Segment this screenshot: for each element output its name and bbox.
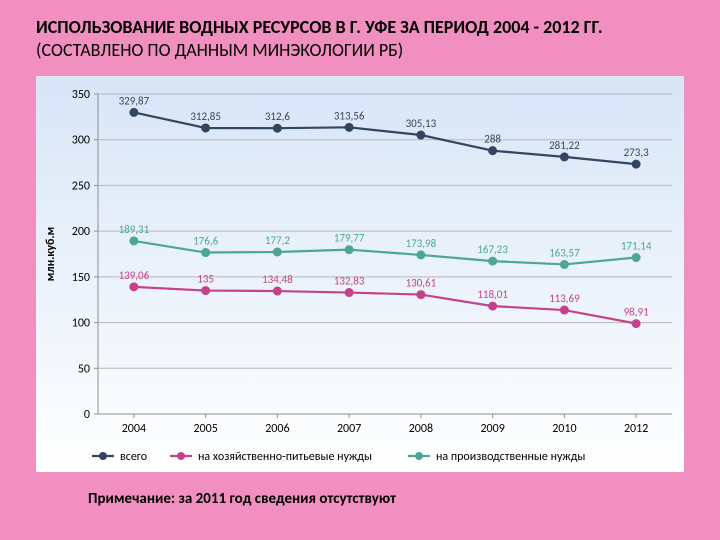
svg-text:150: 150 <box>72 271 90 285</box>
chart-svg: 0 50 100 150 200 250 300 350 2004 2005 2006 2007 200… <box>36 76 684 472</box>
line-chart: 0 50 100 150 200 250 300 350 2004 2005 2006 2007 200… <box>36 76 684 472</box>
svg-text:2010: 2010 <box>552 422 576 436</box>
svg-text:2012: 2012 <box>624 422 648 436</box>
svg-text:171,14: 171,14 <box>621 240 652 253</box>
svg-text:250: 250 <box>72 179 90 193</box>
svg-text:132,83: 132,83 <box>334 275 365 288</box>
svg-text:312,85: 312,85 <box>190 110 221 123</box>
svg-text:281,22: 281,22 <box>549 139 580 152</box>
svg-text:2007: 2007 <box>337 422 361 436</box>
svg-text:173,98: 173,98 <box>406 237 437 250</box>
svg-text:163,57: 163,57 <box>549 246 580 259</box>
svg-text:305,13: 305,13 <box>406 117 437 130</box>
svg-text:2008: 2008 <box>409 422 433 436</box>
svg-text:312,6: 312,6 <box>265 110 290 123</box>
svg-text:130,61: 130,61 <box>406 277 437 290</box>
svg-text:350: 350 <box>72 88 90 102</box>
svg-text:0: 0 <box>84 408 90 422</box>
svg-text:2006: 2006 <box>265 422 289 436</box>
svg-text:2009: 2009 <box>480 422 504 436</box>
svg-text:273,3: 273,3 <box>624 146 649 159</box>
svg-text:50: 50 <box>78 362 90 376</box>
svg-text:189,31: 189,31 <box>119 223 150 236</box>
svg-text:300: 300 <box>72 134 90 148</box>
svg-text:313,56: 313,56 <box>334 109 365 122</box>
svg-text:167,23: 167,23 <box>477 243 508 256</box>
svg-text:2004: 2004 <box>122 422 146 436</box>
svg-text:176,6: 176,6 <box>193 235 218 248</box>
title-bold: ИСПОЛЬЗОВАНИЕ ВОДНЫХ РЕСУРСОВ В Г. УФЕ З… <box>36 16 603 38</box>
svg-text:177,2: 177,2 <box>265 234 290 247</box>
svg-text:на производственные нужды: на производственные нужды <box>436 450 585 464</box>
svg-text:200: 200 <box>72 225 90 239</box>
svg-text:288: 288 <box>484 133 501 146</box>
svg-text:118,01: 118,01 <box>477 288 508 301</box>
svg-text:134,48: 134,48 <box>262 273 293 286</box>
svg-text:всего: всего <box>120 450 147 464</box>
slide: ИСПОЛЬЗОВАНИЕ ВОДНЫХ РЕСУРСОВ В Г. УФЕ З… <box>0 0 720 540</box>
svg-text:135: 135 <box>197 273 214 286</box>
svg-text:100: 100 <box>72 317 90 331</box>
svg-text:98,91: 98,91 <box>624 306 649 319</box>
svg-text:179,77: 179,77 <box>334 232 365 245</box>
svg-text:139,06: 139,06 <box>119 269 150 282</box>
svg-text:млн.куб.м: млн.куб.м <box>44 227 58 281</box>
svg-text:на хозяйственно-питьевые нужды: на хозяйственно-питьевые нужды <box>198 450 372 464</box>
svg-text:113,69: 113,69 <box>549 292 580 305</box>
title-light: (СОСТАВЛЕНО ПО ДАННЫМ МИНЭКОЛОГИИ РБ) <box>36 39 403 61</box>
svg-text:329,87: 329,87 <box>119 94 150 107</box>
svg-text:2005: 2005 <box>193 422 217 436</box>
footnote: Примечание: за 2011 год сведения отсутст… <box>88 490 396 508</box>
slide-title: ИСПОЛЬЗОВАНИЕ ВОДНЫХ РЕСУРСОВ В Г. УФЕ З… <box>36 16 684 61</box>
